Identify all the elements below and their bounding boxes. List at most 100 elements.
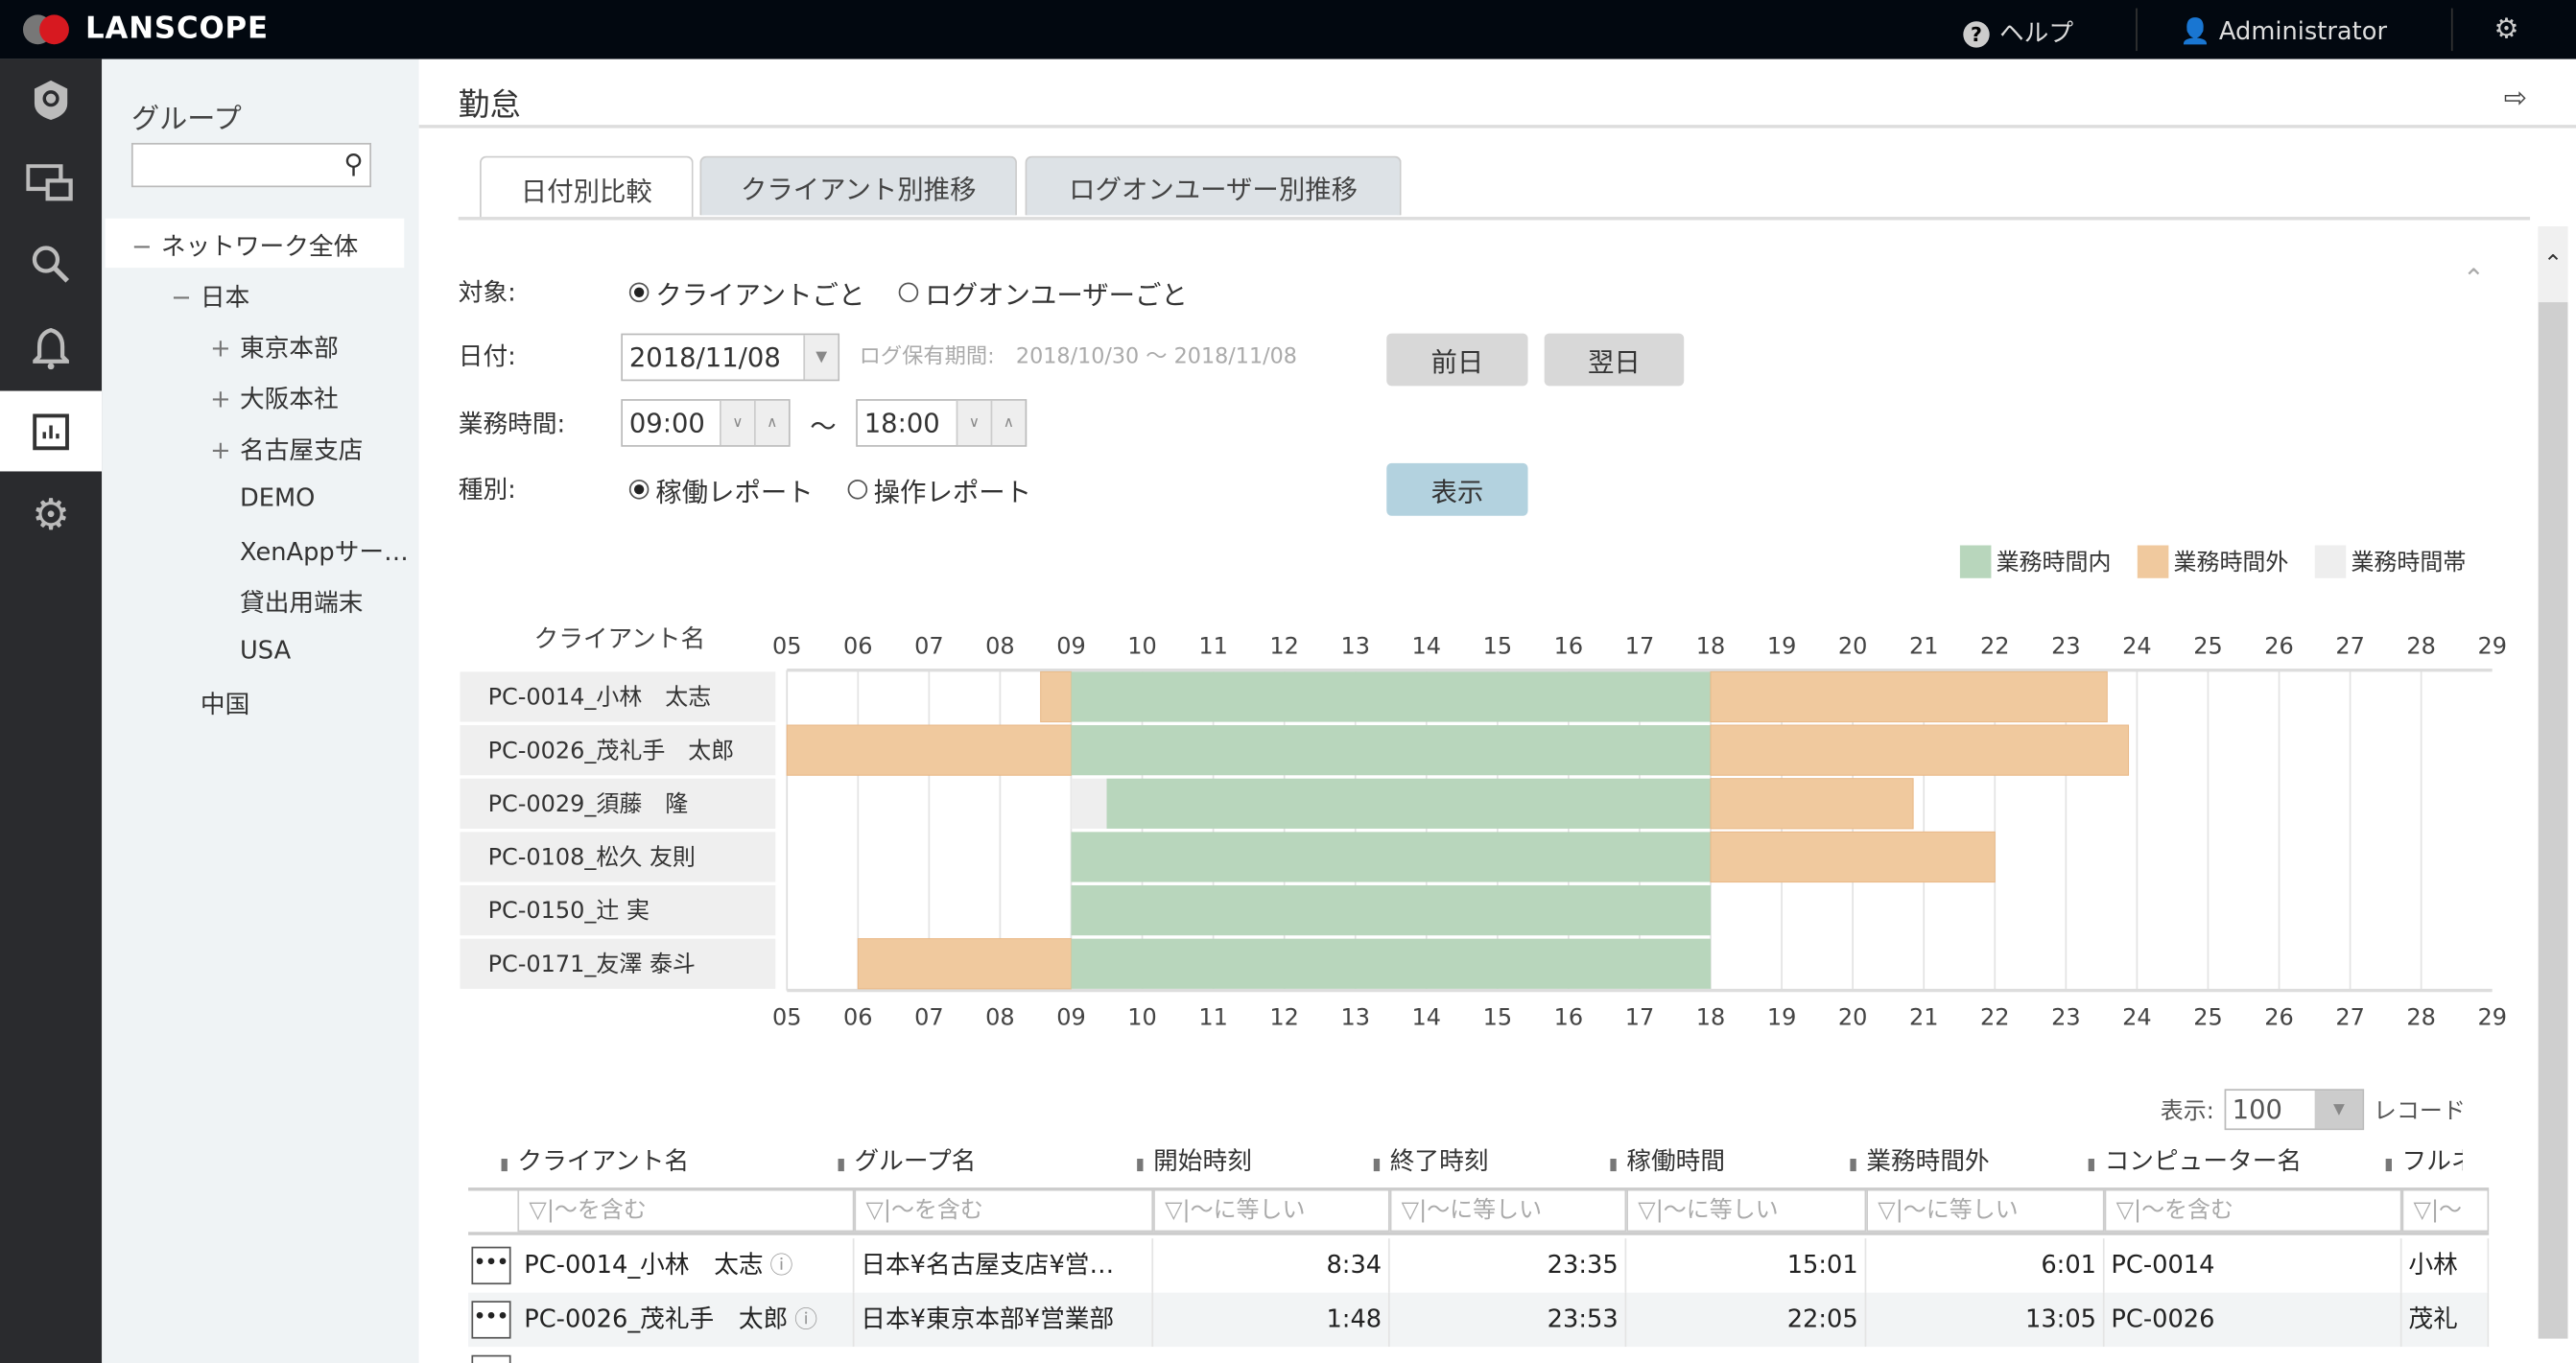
start-time-stepper[interactable]: 09:00 ∨ ∧ <box>621 399 791 447</box>
column-header[interactable]: ▮ 終了時刻 <box>1363 1134 1600 1189</box>
column-header[interactable]: ▮ 開始時刻 <box>1127 1134 1364 1189</box>
pin-icon[interactable]: ▮ <box>1608 1156 1619 1175</box>
tree-node[interactable]: 中国 <box>171 687 249 721</box>
filter-icon[interactable]: ▽| <box>865 1197 891 1224</box>
tab-client-trend[interactable]: クライアント別推移 <box>699 155 1017 216</box>
show-button[interactable]: 表示 <box>1386 462 1528 516</box>
pin-icon[interactable]: ▮ <box>499 1156 509 1175</box>
pin-icon[interactable]: ▮ <box>837 1156 846 1175</box>
column-filter-input[interactable]: ▽|～に等しい <box>1153 1188 1390 1233</box>
row-menu-button[interactable]: ••• <box>471 1246 511 1285</box>
prev-day-button[interactable]: 前日 <box>1386 333 1528 387</box>
user-menu[interactable]: 👤 Administrator <box>2180 16 2387 46</box>
rail-reports[interactable] <box>0 390 103 472</box>
rail-alerts[interactable] <box>0 307 102 388</box>
filter-icon[interactable]: ▽| <box>1401 1197 1428 1224</box>
column-filter-input[interactable]: ▽|～を含む <box>2104 1188 2402 1233</box>
group-search-input[interactable]: ⚲ <box>130 142 372 188</box>
logout-icon[interactable]: ⇨ <box>2503 82 2528 115</box>
settings-icon[interactable]: ⚙ <box>2493 12 2519 46</box>
radio-operation-report[interactable]: 稼働レポート <box>628 470 814 509</box>
tree-node[interactable]: USA <box>210 636 291 666</box>
filter-icon[interactable]: ▽| <box>1878 1197 1903 1224</box>
table-row[interactable] <box>468 1238 2490 1293</box>
scroll-up-icon[interactable]: ⌃ <box>2538 226 2568 303</box>
timeline-chart: クライアント名 05 05 06 06 07 07 08 08 09 09 10 10 11 11 12 12 1… <box>460 625 2507 1031</box>
tree-node[interactable]: XenAppサー… <box>210 534 409 569</box>
rail-settings[interactable]: ⚙ <box>0 475 102 555</box>
chevron-down-icon[interactable]: ∨ <box>720 400 754 446</box>
column-filter-input[interactable]: ▽|～を含む <box>517 1188 855 1233</box>
lanscope-logo-icon <box>22 14 69 45</box>
tree-node[interactable]: + 名古屋支店 <box>210 432 363 466</box>
filter-icon[interactable]: ▽| <box>2115 1197 2142 1224</box>
radio-activity-report[interactable]: 操作レポート <box>847 470 1031 509</box>
chevron-up-icon[interactable]: ∧ <box>990 400 1026 446</box>
column-filter-input[interactable]: ▽|～に等しい <box>1626 1188 1867 1233</box>
radio-per-client[interactable]: クライアントごと <box>628 272 864 312</box>
rail-devices[interactable] <box>0 143 102 223</box>
info-icon[interactable]: ⓘ <box>769 1253 793 1280</box>
tree-node[interactable]: + 東京本部 <box>210 330 339 364</box>
expand-icon[interactable]: + <box>210 333 231 364</box>
x-tick-label-bottom: 12 <box>1269 1004 1299 1031</box>
column-filter-input[interactable]: ▽|～に等しい <box>1389 1188 1627 1233</box>
row-menu-button[interactable]: ••• <box>471 1301 511 1339</box>
table-row[interactable] <box>468 1347 2490 1363</box>
expand-icon[interactable]: + <box>210 435 231 465</box>
help-link[interactable]: ? ヘルプ <box>1963 14 2073 49</box>
row-menu-button[interactable]: ••• <box>471 1354 511 1363</box>
rail-security[interactable] <box>0 59 102 140</box>
chevron-up-icon[interactable]: ∧ <box>753 400 789 446</box>
dropdown-arrow-icon[interactable]: ▼ <box>803 335 839 380</box>
column-header[interactable]: ▮ クライアント名 <box>491 1134 828 1189</box>
tree-node[interactable]: DEMO <box>210 482 315 512</box>
filter-icon[interactable]: ▽| <box>2413 1197 2440 1224</box>
tree-node[interactable]: + 大阪本社 <box>210 381 339 415</box>
column-filter-input[interactable]: ▽|～に等しい <box>1866 1188 2105 1233</box>
table-row[interactable] <box>468 1292 2490 1348</box>
x-tick-label-bottom: 17 <box>1625 1004 1655 1031</box>
filter-icon[interactable]: ▽| <box>1165 1197 1191 1224</box>
column-header-label: 終了時刻 <box>1389 1146 1489 1177</box>
icon-rail: ⚙ <box>0 59 103 1363</box>
chevron-down-icon[interactable]: ∨ <box>956 400 991 446</box>
table-cell-text: PC-0014_小林 太志 <box>524 1250 764 1280</box>
collapse-icon[interactable]: − <box>130 231 153 262</box>
radio-per-logon-user[interactable]: ログオンユーザーごと <box>898 272 1188 312</box>
table-cell-text: 22:05 <box>1786 1304 1858 1334</box>
column-header[interactable]: ▮ コンピューター名 <box>2078 1134 2375 1189</box>
rail-search[interactable] <box>0 223 102 304</box>
column-filter-input[interactable]: ▽|～を含む <box>854 1188 1154 1233</box>
tree-node[interactable]: 貸出用端末 <box>210 585 363 620</box>
tab-date-comparison[interactable]: 日付別比較 <box>480 155 694 219</box>
expand-icon[interactable]: + <box>210 384 231 414</box>
collapse-chevron-icon[interactable]: ⌃ <box>2462 262 2485 294</box>
next-day-button[interactable]: 翌日 <box>1544 333 1685 387</box>
radio-unchecked-icon <box>847 480 867 500</box>
column-filter-input[interactable]: ▽|～ <box>2401 1188 2490 1233</box>
pin-icon[interactable]: ▮ <box>2384 1156 2394 1175</box>
x-tick-label-bottom: 22 <box>1980 1004 2010 1031</box>
column-header[interactable]: ▮ グループ名 <box>828 1134 1127 1189</box>
tree-node[interactable]: − ネットワーク全体 <box>131 228 358 263</box>
filter-icon[interactable]: ▽| <box>529 1197 555 1224</box>
pin-icon[interactable]: ▮ <box>1372 1156 1382 1175</box>
tree-node[interactable]: − 日本 <box>171 279 249 314</box>
x-tick-label-bottom: 24 <box>2122 1004 2152 1031</box>
collapse-icon[interactable]: − <box>171 282 192 313</box>
filter-icon[interactable]: ▽| <box>1638 1197 1664 1224</box>
pin-icon[interactable]: ▮ <box>1848 1156 1858 1175</box>
pin-icon[interactable]: ▮ <box>1135 1156 1146 1175</box>
tab-logon-user-trend[interactable]: ログオンユーザー別推移 <box>1025 155 1402 216</box>
column-header[interactable]: ▮ 稼働時間 <box>1600 1134 1840 1189</box>
pin-icon[interactable]: ▮ <box>2087 1156 2096 1175</box>
page-size-select[interactable]: 100 ▼ <box>2224 1089 2364 1131</box>
end-time-stepper[interactable]: 18:00 ∨ ∧ <box>856 399 1028 447</box>
column-header[interactable]: ▮ フルネ <box>2375 1134 2463 1189</box>
date-picker[interactable]: 2018/11/08 ▼ <box>621 333 840 382</box>
table-cell: 13:05 <box>1866 1292 2105 1348</box>
vertical-scrollbar[interactable] <box>2538 226 2568 1339</box>
column-header[interactable]: ▮ 業務時間外 <box>1840 1134 2078 1189</box>
info-icon[interactable]: ⓘ <box>794 1307 818 1334</box>
